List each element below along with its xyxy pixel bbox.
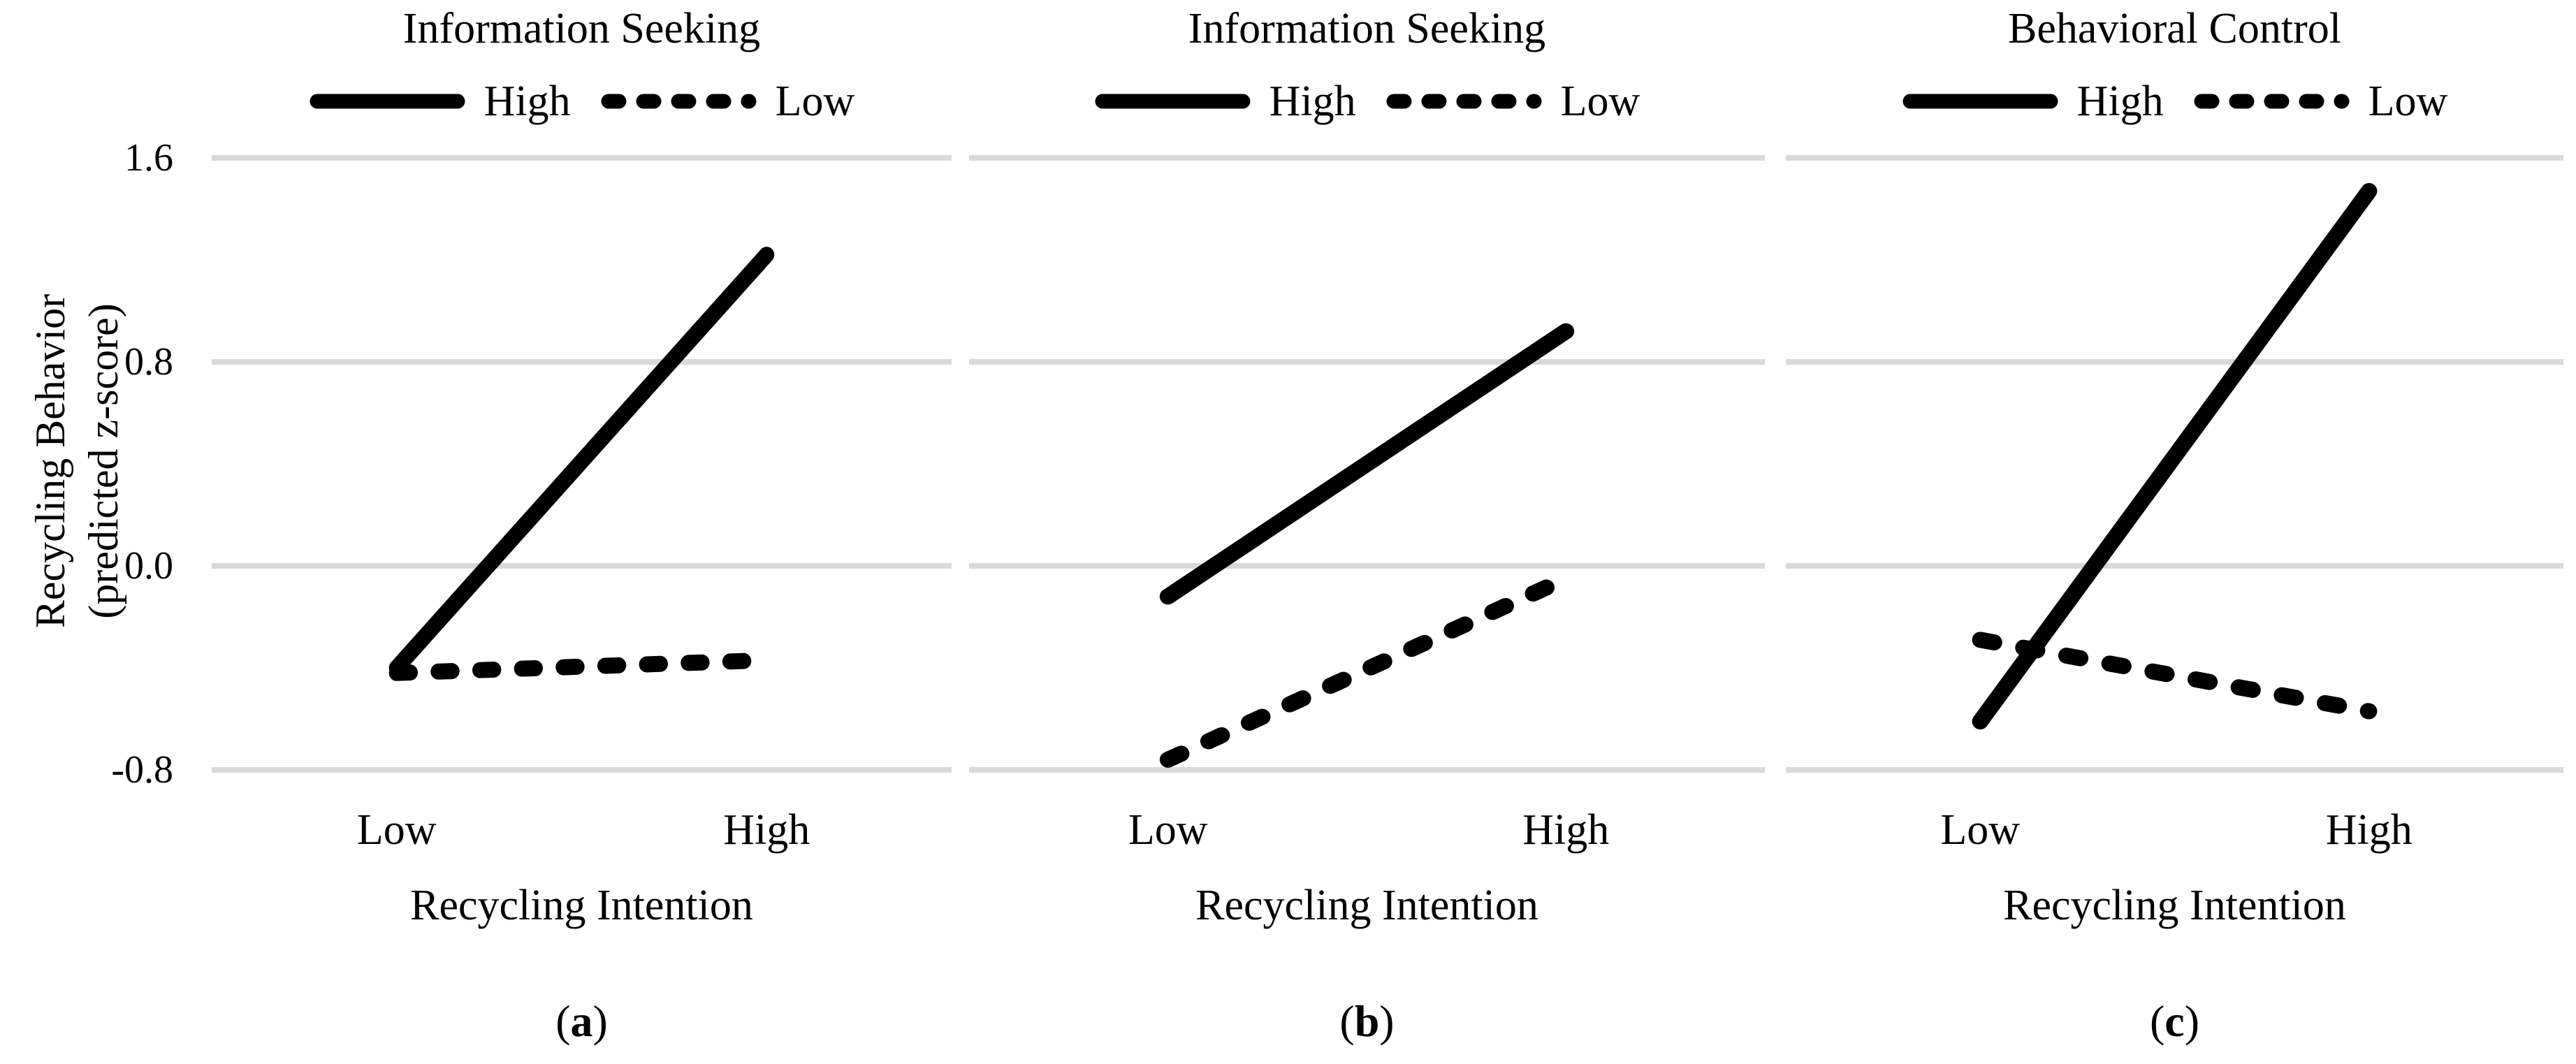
caption-paren-close: )	[592, 996, 608, 1046]
panel-a-legend: High Low	[212, 71, 952, 131]
caption-letter: c	[2164, 996, 2185, 1046]
legend-dashed-line-icon	[601, 94, 757, 109]
panel-c-legend: High Low	[1786, 71, 2563, 131]
panel-a-title: Information Seeking	[402, 5, 761, 52]
panel-a-x-tick-low: Low	[356, 806, 437, 854]
panel-c-x-tick-high: High	[2325, 806, 2413, 854]
caption-letter: b	[1354, 996, 1380, 1046]
legend-label-high: High	[483, 78, 571, 125]
series-line-low	[1159, 570, 1575, 768]
series-line-high	[1972, 182, 2378, 730]
caption-letter: a	[570, 996, 593, 1046]
panel-b-plot-area	[969, 155, 1765, 773]
series-line-low	[388, 652, 775, 681]
panel-c-x-axis-title: Recycling Intention	[2003, 882, 2346, 929]
panel-b-caption: (b)	[969, 991, 1765, 1052]
legend-label-high: High	[2076, 78, 2164, 125]
series-line-high	[1159, 323, 1575, 605]
series-line-low	[1972, 632, 2378, 720]
panel-a-caption: (a)	[212, 991, 952, 1052]
panel-b-title: Information Seeking	[1188, 5, 1546, 52]
panel-b-x-tick-low: Low	[1128, 806, 1208, 854]
legend-label-low: Low	[775, 78, 855, 125]
panel-c-x-tick-low: Low	[1940, 806, 2021, 854]
caption-paren-open: (	[555, 996, 571, 1046]
panel-b-x-axis-title: Recycling Intention	[1195, 882, 1538, 929]
y-axis-ticks: 1.6 0.8 0.0 -0.8	[0, 0, 173, 1064]
y-tick-0-0: 0.0	[124, 544, 173, 588]
panel-c-plot-area	[1786, 155, 2563, 773]
panel-b-legend: High Low	[969, 71, 1765, 131]
y-tick-0-8: 0.8	[124, 340, 173, 384]
series-line-high	[388, 247, 775, 676]
panel-c-caption: (c)	[1786, 991, 2563, 1052]
panel-b-x-tick-high: High	[1522, 806, 1610, 854]
panel-b: Information Seeking High Low Low High Re…	[969, 0, 1765, 1064]
legend-solid-line-icon	[310, 94, 465, 109]
legend-label-low: Low	[2368, 78, 2448, 125]
panel-a-plot-area	[212, 155, 952, 773]
legend-label-low: Low	[1560, 78, 1640, 125]
panel-a-x-tick-high: High	[723, 806, 810, 854]
panel-a: Information Seeking High Low Low High Re…	[212, 0, 952, 1064]
legend-solid-line-icon	[1095, 94, 1251, 109]
y-tick-minus-0-8: -0.8	[111, 748, 173, 792]
panel-c: Behavioral Control High Low Low High Rec…	[1786, 0, 2563, 1064]
legend-dashed-line-icon	[2194, 94, 2350, 109]
legend-label-high: High	[1269, 78, 1356, 125]
caption-paren-close: )	[2184, 996, 2200, 1046]
caption-paren-open: (	[1339, 996, 1355, 1046]
y-tick-1-6: 1.6	[124, 136, 173, 180]
legend-solid-line-icon	[1902, 94, 2058, 109]
caption-paren-close: )	[1379, 996, 1395, 1046]
legend-dashed-line-icon	[1386, 94, 1542, 109]
panel-a-x-axis-title: Recycling Intention	[410, 882, 753, 929]
panel-c-title: Behavioral Control	[2008, 5, 2341, 52]
caption-paren-open: (	[2149, 996, 2165, 1046]
